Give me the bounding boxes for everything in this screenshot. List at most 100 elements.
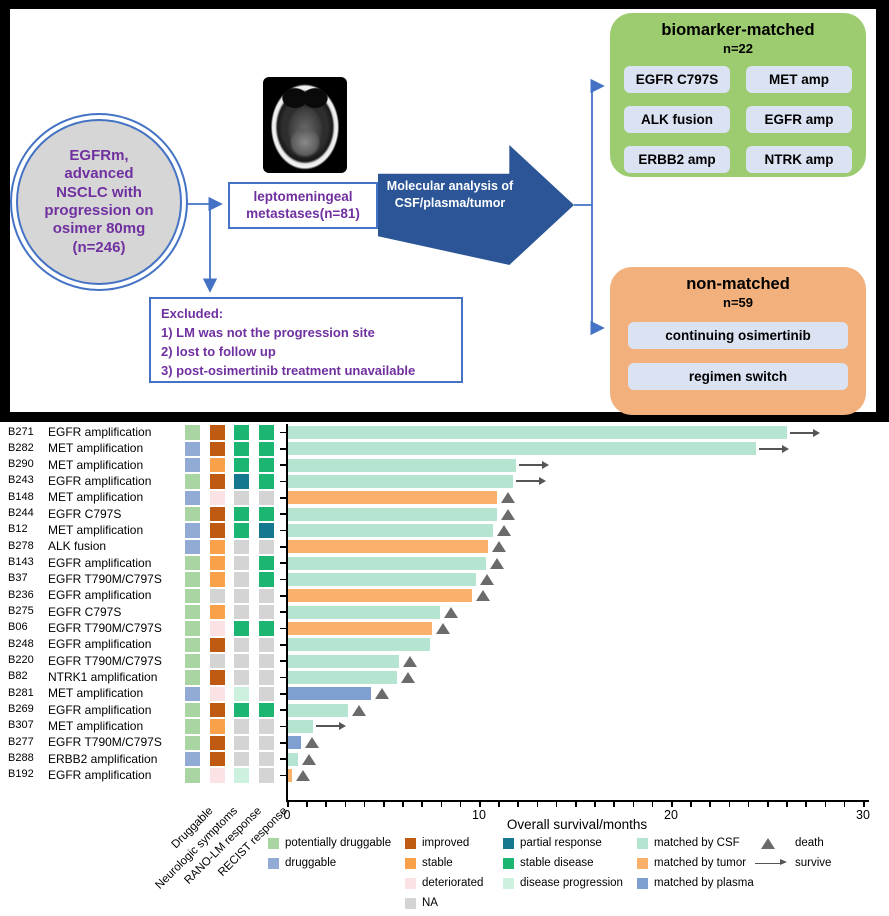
legend-label: death (795, 837, 824, 849)
neurologic-symptoms-square (209, 768, 225, 783)
recist-response-square (258, 735, 274, 751)
druggable-square (185, 539, 200, 555)
survival-bar (288, 458, 517, 472)
legend-swatch (503, 858, 514, 869)
survive-arrow (519, 461, 550, 470)
legend-label: stable (422, 857, 453, 869)
y-axis-tick (280, 774, 287, 777)
legend-label: druggable (285, 857, 337, 869)
rano-lm-response-square (234, 506, 249, 522)
neurologic-symptoms-square (209, 474, 225, 489)
x-axis-tick (517, 801, 519, 807)
cohort-circle-text: EGFRm, advanced NSCLC with progression o… (44, 147, 154, 256)
druggable-square (185, 441, 200, 457)
y-axis-tick (280, 709, 287, 711)
legend-swatch (503, 838, 514, 849)
survival-bar (288, 474, 513, 488)
death-marker (501, 508, 516, 520)
neurologic-symptoms-square (209, 735, 225, 751)
death-marker (491, 541, 506, 553)
rano-lm-response-square (234, 637, 249, 653)
x-axis-tick (786, 801, 788, 807)
x-axis-tick (747, 801, 750, 807)
non-matched-chip-col: continuing osimertinib regimen switch (610, 310, 866, 390)
legend-label: matched by CSF (654, 837, 740, 849)
excluded-line: Excluded: (161, 306, 224, 321)
neurologic-symptoms-square (209, 441, 225, 457)
y-axis-tick (280, 644, 287, 646)
x-axis-tick (805, 801, 807, 807)
y-axis-tick (280, 546, 287, 548)
recist-response-square (258, 702, 274, 718)
survival-bar (288, 491, 498, 505)
x-axis-tick (402, 801, 404, 807)
excluded-box: Excluded: 1) LM was not the progression … (149, 297, 463, 383)
druggable-square (185, 735, 200, 751)
x-axis-tick (767, 801, 769, 807)
x-axis-tick (440, 801, 443, 807)
druggable-square (185, 523, 200, 538)
y-axis-tick (280, 431, 287, 434)
death-marker (489, 557, 504, 569)
x-axis-tick-label: 0 (283, 808, 291, 822)
chip-egfr-c797s: EGFR C797S (624, 66, 730, 93)
recist-response-square (258, 572, 274, 587)
patient-mutation-label: EGFR T790M/C797S (48, 571, 162, 586)
biomarker-matched-box: biomarker-matched n=22 EGFR C797S MET am… (610, 13, 866, 177)
neurologic-symptoms-square (209, 637, 225, 653)
survival-bar (288, 654, 400, 668)
legend-swatch (268, 838, 279, 849)
frame-bottom (0, 412, 889, 422)
recist-response-square (258, 604, 274, 620)
neurologic-symptoms-square (209, 457, 225, 473)
chip-continuing-osimertinib: continuing osimertinib (628, 322, 848, 349)
rano-lm-response-square (234, 572, 249, 587)
neurologic-symptoms-square (209, 425, 225, 440)
death-marker (476, 590, 491, 602)
survival-bar (288, 507, 498, 521)
x-axis-tick (383, 801, 385, 807)
lepto-metastases-box: leptomeningeal metastases(n=81) (228, 182, 378, 229)
legend-swatch (268, 858, 279, 869)
death-marker (305, 737, 320, 749)
recist-response-square (258, 621, 274, 636)
legend-label: matched by plasma (654, 877, 754, 889)
cohort-circle-inner: EGFRm, advanced NSCLC with progression o… (16, 119, 182, 285)
x-axis-tick-label: 10 (472, 808, 486, 822)
y-axis-tick (280, 742, 287, 744)
y-axis-tick (280, 676, 287, 679)
x-axis-tick (555, 801, 558, 807)
survive-arrow (515, 477, 546, 486)
death-marker (443, 606, 458, 618)
recist-response-square (258, 670, 274, 685)
legend-swatch (405, 878, 416, 889)
neurologic-symptoms-square (209, 490, 225, 506)
survival-bar (288, 703, 348, 717)
x-axis-tick (421, 801, 423, 807)
recist-response-square (258, 751, 274, 767)
neurologic-symptoms-square (209, 588, 225, 604)
chip-erbb2-amp: ERBB2 amp (624, 146, 730, 173)
patient-mutation-label: MET amplification (48, 686, 144, 701)
x-axis-tick (287, 801, 289, 807)
y-axis-tick (280, 480, 287, 483)
recist-response-square (258, 588, 274, 604)
recist-response-square (258, 490, 274, 506)
patient-mutation-label: ALK fusion (48, 539, 107, 554)
rano-lm-response-square (234, 686, 249, 702)
survival-bar (288, 556, 486, 570)
y-axis-tick (280, 725, 287, 728)
death-marker (374, 688, 389, 700)
x-axis-tick (690, 801, 692, 807)
y-axis-tick (280, 660, 287, 662)
rano-lm-response-square (234, 719, 249, 734)
neurologic-symptoms-square (209, 670, 225, 685)
death-marker (295, 769, 310, 781)
x-axis-tick (613, 801, 615, 807)
y-axis-tick (280, 627, 287, 630)
patient-mutation-label: EGFR amplification (48, 555, 152, 570)
recist-response-square (258, 506, 274, 522)
survival-bar (288, 752, 298, 766)
survival-bar (288, 687, 371, 701)
patient-id-label: B278 (8, 539, 34, 552)
